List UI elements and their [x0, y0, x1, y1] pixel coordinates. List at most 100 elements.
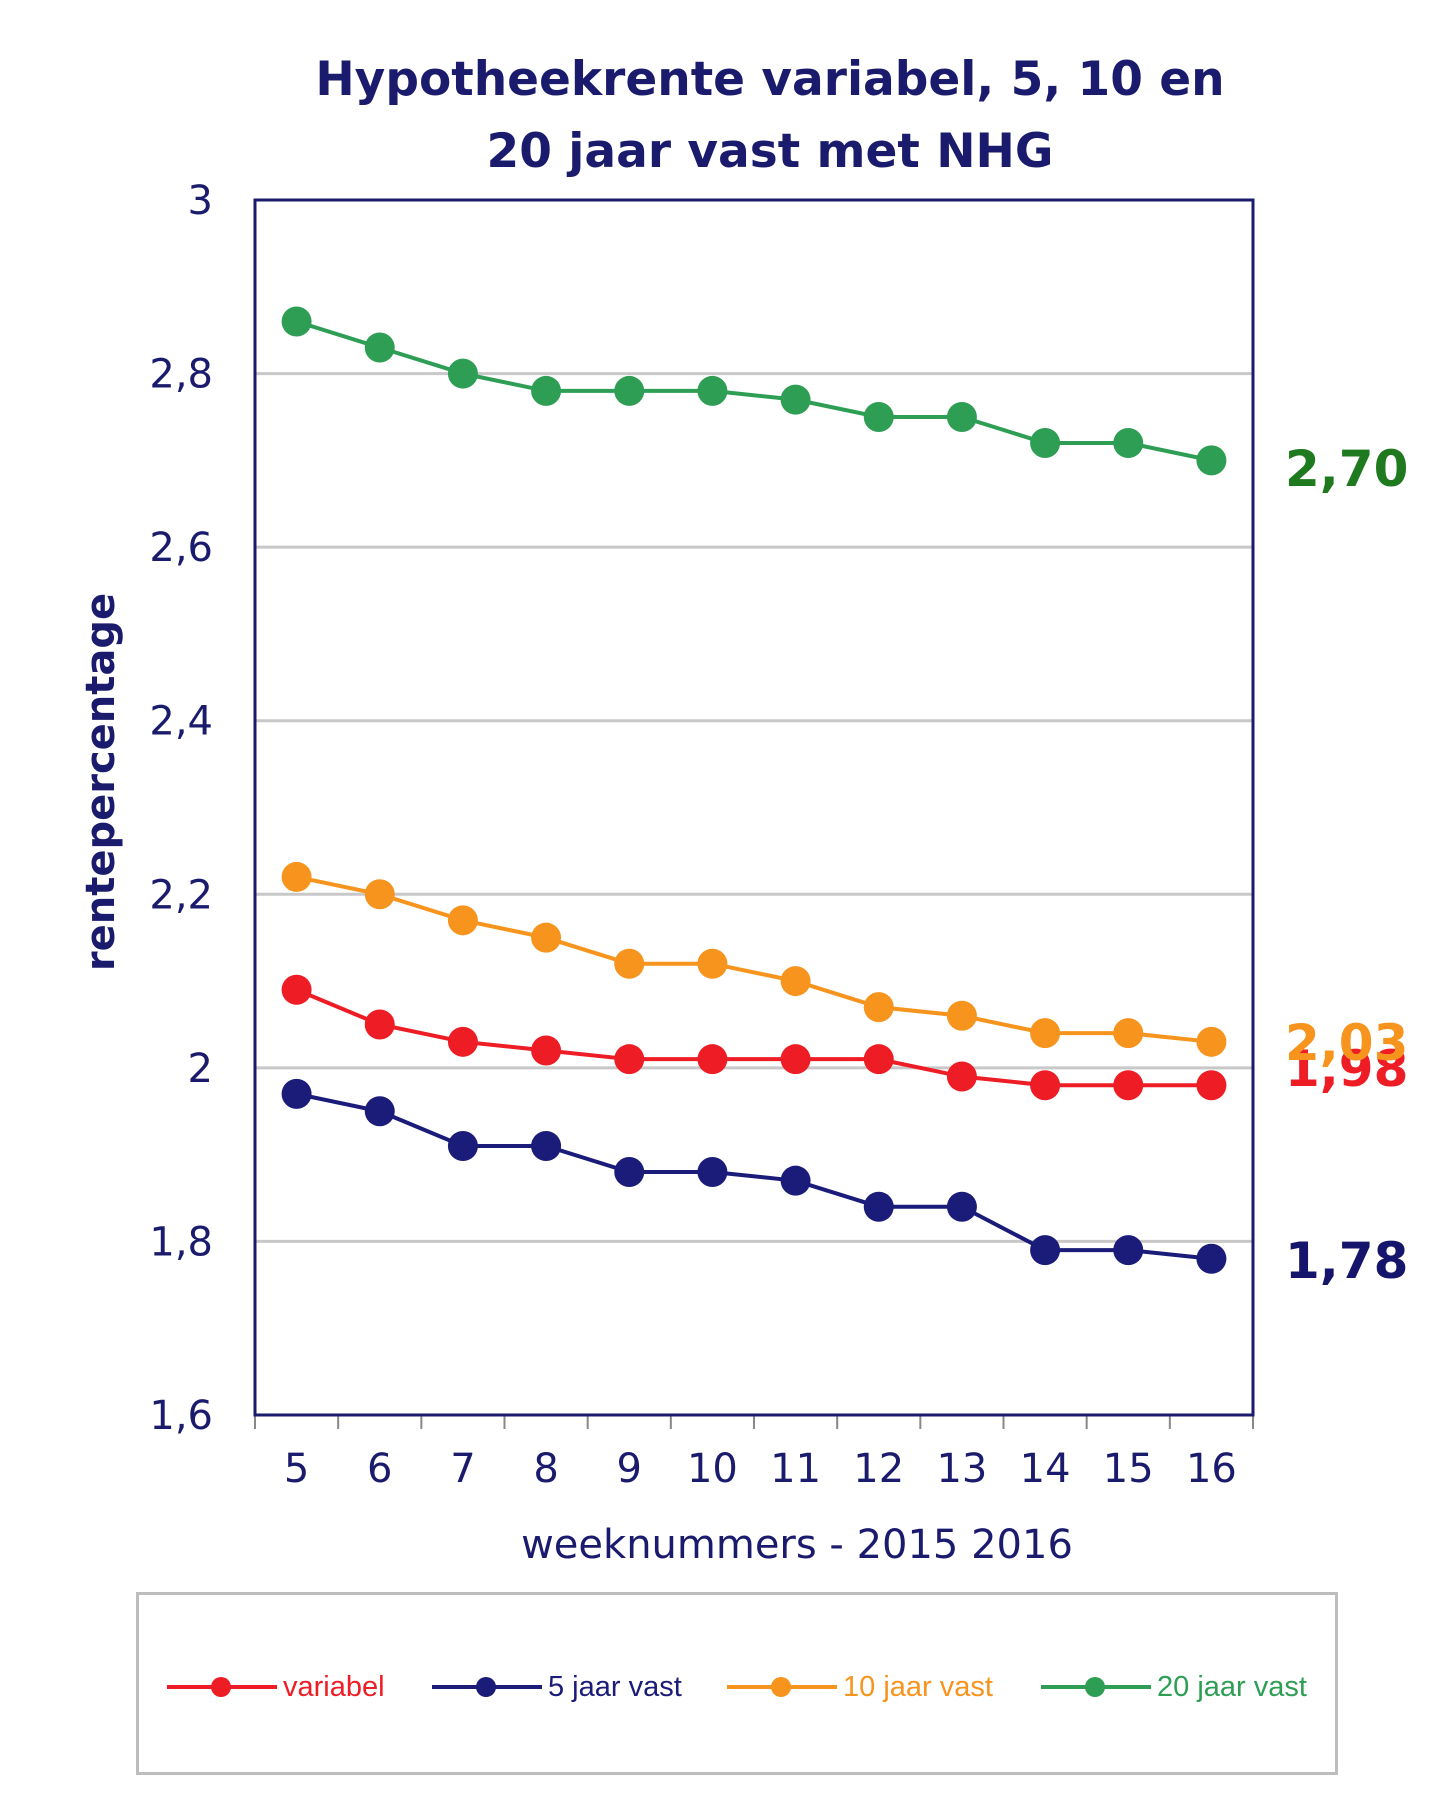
- y-axis-label: rentepercentage: [78, 593, 124, 971]
- data-point: [364, 332, 395, 363]
- data-point: [614, 1044, 645, 1075]
- end-label-5-jaar-vast: 1,78: [1285, 1232, 1408, 1290]
- legend-label-5-jaar-vast: 5 jaar vast: [548, 1670, 682, 1703]
- legend: variabel 5 jaar vast 10 jaar vast 20 jaa…: [136, 1592, 1338, 1775]
- series-lines: [281, 306, 1227, 1274]
- data-point: [1113, 428, 1144, 458]
- series-line-20-jaar-vast: [295, 319, 1212, 463]
- data-point: [614, 375, 645, 406]
- x-axis-label: weeknummers - 2015 2016: [521, 1522, 1073, 1568]
- chart-title-line-2: 20 jaar vast met NHG: [486, 124, 1054, 179]
- data-point: [364, 1096, 395, 1127]
- x-tick-label: 12: [853, 1446, 904, 1492]
- data-point: [780, 1165, 811, 1196]
- data-point: [697, 375, 728, 406]
- y-tick-label: 2,2: [149, 872, 213, 918]
- data-point: [1196, 445, 1227, 476]
- x-tick-label: 6: [367, 1446, 392, 1492]
- data-point: [863, 1191, 894, 1222]
- data-point: [946, 1061, 977, 1092]
- legend-item-variabel: variabel: [167, 1667, 385, 1707]
- y-tick-label: 2,8: [149, 352, 213, 398]
- data-point: [1030, 1070, 1061, 1101]
- data-point: [1030, 428, 1061, 458]
- data-point: [531, 375, 562, 406]
- y-tick-label: 2: [188, 1046, 213, 1092]
- chart-title: Hypotheekrente variabel, 5, 10 en 20 jaa…: [300, 44, 1240, 188]
- x-axis-ticks: 5 6 7 8 9 10 11 12 13 14 15 16: [254, 1415, 1254, 1492]
- data-point: [1196, 1026, 1227, 1057]
- series-20-jaar-vast: [281, 306, 1227, 476]
- legend-swatch-10-jaar-vast: [727, 1667, 837, 1707]
- data-point: [1196, 1243, 1227, 1274]
- y-tick-label: 2,6: [149, 525, 213, 571]
- series-variabel: [281, 974, 1227, 1101]
- legend-marker: [211, 1677, 231, 1697]
- data-point: [447, 905, 478, 936]
- data-point: [281, 306, 312, 337]
- x-tick-label: 16: [1186, 1446, 1237, 1492]
- legend-marker: [771, 1677, 791, 1697]
- data-point: [863, 401, 894, 432]
- end-label-10-jaar-vast: 2,03: [1285, 1014, 1408, 1072]
- data-point: [1030, 1018, 1061, 1049]
- y-axis-ticks: 1,6 1,8 2 2,2 2,4 2,6 2,8 3: [149, 178, 213, 1439]
- x-tick-label: 8: [533, 1446, 558, 1492]
- data-point: [1113, 1018, 1144, 1049]
- legend-item-10-jaar-vast: 10 jaar vast: [727, 1667, 993, 1707]
- legend-marker: [1085, 1677, 1105, 1697]
- series-line-10-jaar-vast: [296, 874, 1212, 1044]
- x-tick-label: 14: [1020, 1446, 1071, 1492]
- data-point: [447, 1026, 478, 1057]
- data-point: [863, 1044, 894, 1075]
- data-point: [697, 948, 728, 979]
- data-point: [780, 384, 811, 415]
- y-tick-label: 1,6: [149, 1393, 213, 1439]
- series-line-variabel: [295, 987, 1212, 1088]
- x-tick-label: 15: [1103, 1446, 1154, 1492]
- legend-swatch-20-jaar-vast: [1041, 1667, 1151, 1707]
- x-tick-label: 11: [770, 1446, 821, 1492]
- data-point: [1113, 1235, 1144, 1266]
- series-5-jaar-vast: [281, 1078, 1227, 1274]
- data-point: [1196, 1070, 1227, 1101]
- x-tick-label: 13: [936, 1446, 987, 1492]
- data-point: [364, 879, 395, 910]
- data-point: [946, 1191, 977, 1222]
- data-point: [614, 1157, 645, 1187]
- legend-item-5-jaar-vast: 5 jaar vast: [432, 1667, 682, 1707]
- legend-label-variabel: variabel: [283, 1670, 385, 1703]
- end-label-20-jaar-vast: 2,70: [1285, 440, 1408, 498]
- y-tick-label: 3: [188, 178, 213, 224]
- data-point: [531, 1130, 562, 1161]
- data-point: [281, 974, 312, 1005]
- data-point: [447, 1130, 478, 1161]
- x-tick-label: 5: [284, 1446, 309, 1492]
- data-point: [614, 948, 645, 979]
- data-point: [447, 358, 478, 389]
- data-point: [780, 966, 811, 997]
- data-point: [697, 1044, 728, 1075]
- legend-item-20-jaar-vast: 20 jaar vast: [1041, 1667, 1307, 1707]
- data-point: [863, 992, 894, 1023]
- data-point: [780, 1044, 811, 1075]
- plot-frame: [253, 198, 1255, 1417]
- series-line-5-jaar-vast: [296, 1091, 1212, 1261]
- data-point: [697, 1157, 728, 1187]
- data-point: [364, 1009, 395, 1040]
- data-point: [281, 861, 312, 892]
- y-tick-label: 2,4: [149, 699, 213, 745]
- data-point: [946, 401, 977, 432]
- data-point: [531, 1035, 562, 1066]
- x-tick-label: 10: [687, 1446, 738, 1492]
- legend-swatch-5-jaar-vast: [432, 1667, 542, 1707]
- x-tick-label: 7: [450, 1446, 475, 1492]
- end-label-variabel: 1,98: [1285, 1040, 1408, 1098]
- data-point: [1030, 1235, 1061, 1266]
- grid-lines: [255, 372, 1253, 1243]
- legend-label-20-jaar-vast: 20 jaar vast: [1157, 1670, 1307, 1703]
- data-point: [946, 1000, 977, 1031]
- data-point: [1113, 1070, 1144, 1101]
